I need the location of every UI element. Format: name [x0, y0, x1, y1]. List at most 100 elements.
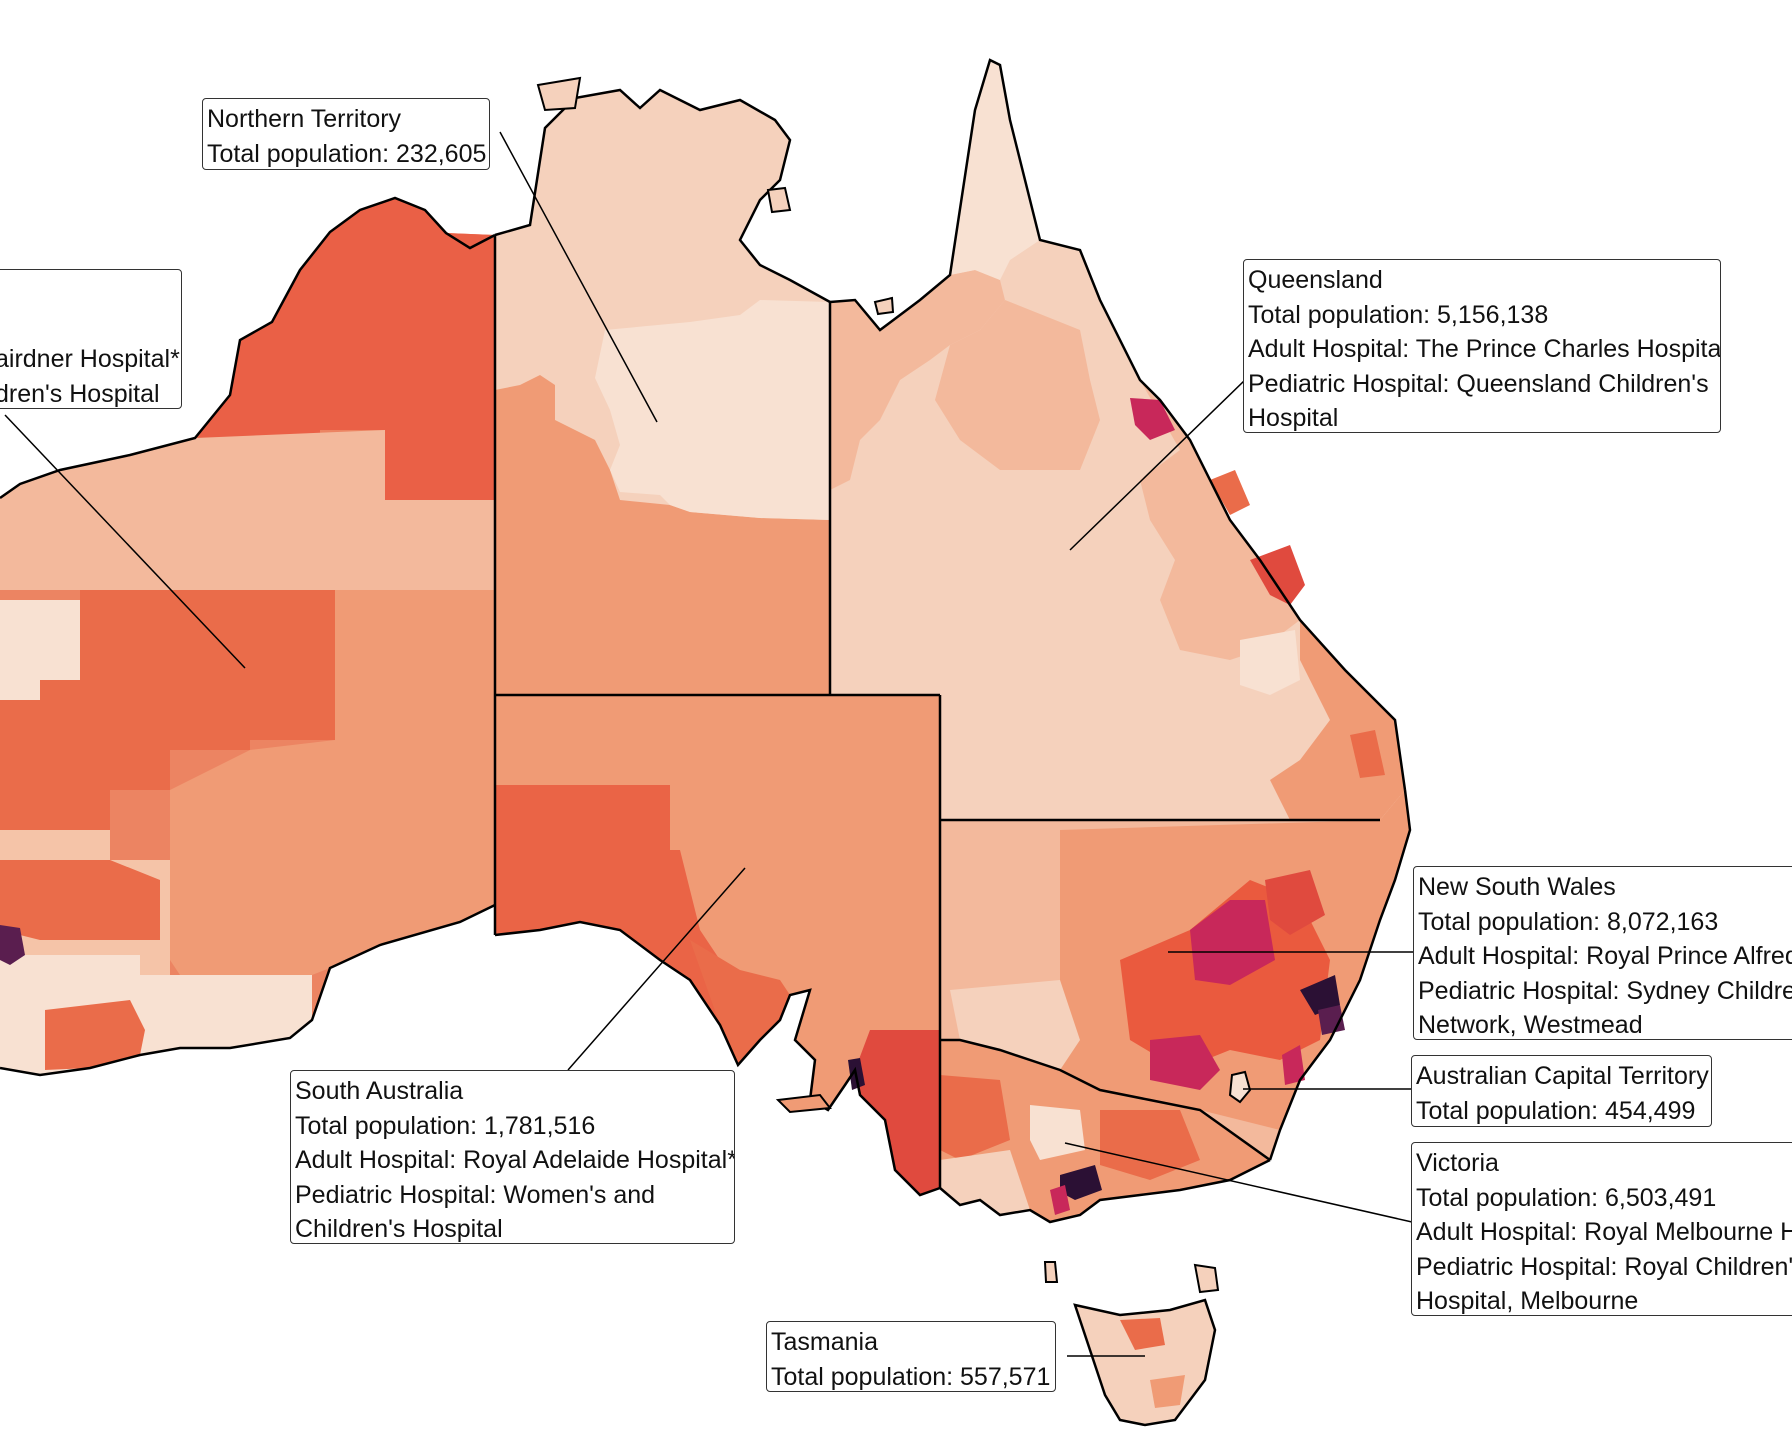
- label-western-australia: airdner Hospital* dren's Hospital: [0, 269, 182, 409]
- act-name: Australian Capital Territory: [1416, 1062, 1709, 1090]
- vic-pediatric-hospital-1: Pediatric Hospital: Royal Children's: [1416, 1252, 1792, 1281]
- label-tasmania: Tasmania Total population: 557,571: [766, 1321, 1056, 1392]
- label-queensland: Queensland Total population: 5,156,138 A…: [1243, 259, 1721, 433]
- region-northern-territory: [494, 88, 831, 695]
- wa-patch-light: [0, 600, 80, 700]
- qld-central: [935, 300, 1100, 470]
- tas-island2: [1193, 1263, 1220, 1294]
- tas-island: [1043, 1261, 1059, 1283]
- region-new-south-wales: [940, 789, 1412, 1161]
- vic-melbourne: [1060, 1165, 1102, 1200]
- vic-melbourne-ring: [1050, 1185, 1070, 1215]
- qld-cairns: [1130, 398, 1175, 440]
- tas-dark: [1120, 1318, 1165, 1350]
- kangaroo-island: [775, 1093, 832, 1114]
- region-south-australia: [494, 695, 941, 1197]
- vic-name: Victoria: [1416, 1149, 1499, 1177]
- vic-south-light: [940, 1150, 1030, 1215]
- sa-outline: [494, 920, 941, 1197]
- qld-outline: [829, 58, 1407, 791]
- wa-line-blank1: [0, 273, 177, 308]
- nsw-name: New South Wales: [1418, 873, 1616, 901]
- qld-light1: [1240, 630, 1300, 695]
- region-tasmania: [1043, 1261, 1220, 1427]
- vic-population: Total population: 6,503,491: [1416, 1183, 1717, 1212]
- label-new-south-wales: New South Wales Total population: 8,072,…: [1413, 866, 1792, 1040]
- sa-pediatric-hospital-2: Children's Hospital: [295, 1215, 503, 1243]
- act-population: Total population: 454,499: [1416, 1096, 1696, 1125]
- region-western-australia: [0, 196, 496, 1077]
- leader-sa: [567, 867, 746, 1071]
- qld-townsville: [1210, 470, 1250, 515]
- label-victoria: Victoria Total population: 6,503,491 Adu…: [1411, 1142, 1792, 1316]
- nsw-pediatric-hospital-1: Pediatric Hospital: Sydney Children: [1418, 976, 1792, 1005]
- tas-name: Tasmania: [771, 1328, 878, 1356]
- wa-pilbara: [0, 430, 495, 590]
- qld-brisbane: [1350, 730, 1385, 778]
- nsw-outline: [1268, 789, 1412, 1161]
- nsw-population: Total population: 8,072,163: [1418, 907, 1719, 936]
- tas-hobart: [1150, 1375, 1185, 1408]
- wa-southwest-dark: [0, 860, 160, 940]
- qld-adult-hospital: Adult Hospital: The Prince Charles Hospi…: [1248, 335, 1721, 363]
- sa-adult-hospital: Adult Hospital: Royal Adelaide Hospital*: [295, 1146, 735, 1174]
- wa-line-blank2: [0, 308, 177, 343]
- nsw-red-patch: [1265, 870, 1325, 935]
- nsw-crimson2: [1150, 1035, 1220, 1090]
- border-nsw-vic: [940, 1038, 1271, 1162]
- sa-name: South Australia: [295, 1077, 464, 1105]
- wa-outline: [0, 196, 496, 1077]
- region-queensland: [829, 58, 1407, 820]
- mornington-island: [873, 296, 895, 316]
- region-act: [1228, 1070, 1252, 1104]
- wa-pediatric-hospital: dren's Hospital: [0, 379, 160, 408]
- sa-pediatric-hospital-1: Pediatric Hospital: Women's and: [295, 1180, 656, 1209]
- label-act: Australian Capital Territory Total popul…: [1411, 1055, 1712, 1127]
- tas-population: Total population: 557,571: [771, 1362, 1051, 1391]
- qld-pediatric-hospital-2: Hospital: [1248, 404, 1339, 432]
- leader-lines: [4, 131, 1416, 1357]
- melville-island: [536, 76, 582, 112]
- qld-coast-mid: [1140, 380, 1300, 660]
- wa-goldfields: [170, 590, 495, 975]
- leader-wa: [4, 414, 246, 669]
- sa-population: Total population: 1,781,516: [295, 1111, 596, 1140]
- wa-perth: [0, 925, 25, 965]
- vic-light-center: [1030, 1105, 1085, 1160]
- groote-island: [766, 186, 792, 214]
- vic-adult-hospital: Adult Hospital: Royal Melbourne Ho: [1416, 1218, 1792, 1246]
- vic-west: [940, 1075, 1010, 1160]
- label-northern-territory: Northern Territory Total population: 232…: [202, 98, 490, 170]
- nsw-crimson: [1190, 900, 1275, 985]
- nsw-southwest-light: [950, 980, 1080, 1070]
- vic-northeast: [1100, 1110, 1200, 1180]
- wa-kimberley: [195, 198, 495, 500]
- nsw-pediatric-hospital-2: Network, Westmead: [1418, 1011, 1643, 1039]
- nsw-sydney: [1300, 975, 1340, 1015]
- sa-west: [495, 785, 720, 1025]
- nt-barkly: [595, 300, 830, 520]
- nt-name: Northern Territory: [207, 105, 402, 133]
- vic-pediatric-hospital-2: Hospital, Melbourne: [1416, 1287, 1639, 1315]
- qld-name: Queensland: [1248, 266, 1383, 294]
- qld-population: Total population: 5,156,138: [1248, 300, 1549, 329]
- qld-gulf: [830, 270, 1005, 490]
- nsw-adult-hospital: Adult Hospital: Royal Prince Alfred: [1418, 942, 1792, 970]
- label-south-australia: South Australia Total population: 1,781,…: [290, 1070, 735, 1244]
- qld-mackay: [1250, 545, 1305, 605]
- qld-cape: [950, 60, 1040, 280]
- qld-pediatric-hospital-1: Pediatric Hospital: Queensland Children'…: [1248, 369, 1709, 398]
- wa-central: [0, 590, 335, 830]
- leader-vic: [1064, 1142, 1413, 1223]
- leader-nt: [499, 131, 658, 423]
- vic-outline: [939, 1158, 1271, 1224]
- state-borders: [493, 235, 1380, 1188]
- wa-albany: [45, 1000, 145, 1070]
- nt-population: Total population: 232,605: [207, 139, 487, 168]
- region-victoria: [939, 1040, 1271, 1224]
- nsw-wollongong: [1282, 1045, 1305, 1085]
- sa-southeast: [855, 1030, 940, 1195]
- nsw-sydney2: [1318, 1005, 1345, 1035]
- leader-qld: [1069, 379, 1246, 551]
